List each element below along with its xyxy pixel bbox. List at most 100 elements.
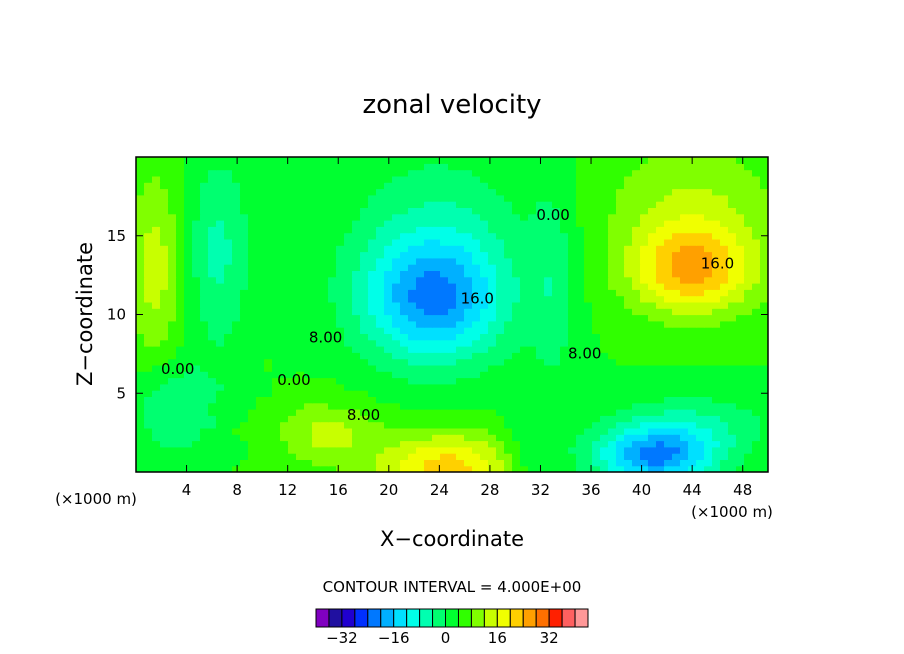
field-cell	[624, 201, 633, 208]
field-cell	[152, 232, 161, 240]
field-cell	[616, 207, 625, 215]
field-cell	[320, 175, 329, 183]
field-cell	[504, 446, 513, 454]
field-cell	[144, 352, 153, 360]
field-cell	[448, 434, 457, 442]
field-cell	[736, 453, 745, 460]
field-cell	[528, 346, 537, 353]
field-cell	[616, 415, 625, 423]
field-cell	[160, 257, 169, 265]
field-cell	[432, 194, 441, 202]
field-cell	[256, 465, 265, 472]
field-cell	[456, 251, 465, 259]
field-cell	[672, 301, 681, 309]
field-cell	[496, 409, 505, 416]
field-cell	[648, 283, 657, 290]
field-cell	[752, 434, 761, 442]
field-cell	[664, 421, 673, 429]
field-cell	[496, 188, 505, 196]
field-cell	[472, 339, 481, 347]
field-cell	[648, 459, 657, 467]
field-cell	[264, 415, 273, 423]
field-cell	[744, 295, 753, 303]
field-cell	[664, 194, 673, 202]
field-cell	[560, 453, 569, 460]
field-cell	[432, 251, 441, 259]
field-cell	[152, 257, 161, 265]
field-cell	[232, 175, 241, 183]
field-cell	[456, 427, 465, 435]
field-cell	[432, 434, 441, 442]
field-cell	[720, 415, 729, 423]
field-cell	[208, 232, 217, 240]
field-cell	[408, 257, 417, 265]
field-cell	[472, 402, 481, 410]
field-cell	[632, 207, 641, 215]
field-cell	[272, 434, 281, 442]
field-cell	[736, 270, 745, 278]
field-cell	[288, 346, 297, 353]
field-cell	[296, 169, 305, 177]
field-cell	[256, 390, 265, 397]
field-cell	[688, 364, 697, 372]
field-cell	[584, 295, 593, 303]
field-cell	[272, 207, 281, 215]
field-cell	[496, 232, 505, 240]
field-cell	[528, 276, 537, 284]
field-cell	[696, 409, 705, 416]
field-cell	[384, 453, 393, 460]
field-cell	[520, 421, 529, 429]
field-cell	[744, 402, 753, 410]
field-cell	[656, 446, 665, 454]
field-cell	[160, 453, 169, 460]
field-cell	[464, 232, 473, 240]
field-cell	[576, 358, 585, 366]
field-cell	[296, 175, 305, 183]
field-cell	[552, 207, 561, 215]
field-cell	[640, 251, 649, 259]
field-cell	[432, 289, 441, 297]
field-cell	[432, 453, 441, 460]
field-cell	[592, 339, 601, 347]
field-cell	[392, 251, 401, 259]
field-cell	[424, 427, 433, 435]
field-cell	[296, 157, 305, 164]
field-cell	[216, 371, 225, 379]
field-cell	[544, 188, 553, 196]
field-cell	[200, 169, 209, 177]
field-cell	[680, 264, 689, 271]
field-cell	[376, 421, 385, 429]
field-cell	[248, 314, 257, 322]
field-cell	[216, 283, 225, 290]
field-cell	[384, 383, 393, 391]
field-cell	[592, 157, 601, 164]
field-cell	[680, 346, 689, 353]
field-cell	[288, 232, 297, 240]
field-cell	[160, 207, 169, 215]
field-cell	[216, 434, 225, 442]
field-cell	[576, 308, 585, 316]
field-cell	[136, 427, 145, 435]
field-cell	[400, 207, 409, 215]
field-cell	[632, 352, 641, 360]
field-cell	[640, 276, 649, 284]
field-cell	[744, 289, 753, 297]
field-cell	[360, 257, 369, 265]
field-cell	[728, 308, 737, 316]
field-cell	[408, 453, 417, 460]
field-cell	[160, 169, 169, 177]
field-cell	[336, 157, 345, 164]
field-cell	[448, 226, 457, 234]
field-cell	[512, 402, 521, 410]
field-cell	[416, 301, 425, 309]
field-cell	[568, 270, 577, 278]
field-cell	[696, 295, 705, 303]
field-cell	[520, 352, 529, 360]
field-cell	[360, 264, 369, 271]
field-cell	[256, 440, 265, 448]
field-cell	[504, 453, 513, 460]
field-cell	[664, 377, 673, 385]
field-cell	[592, 333, 601, 341]
field-cell	[576, 289, 585, 297]
field-cell	[296, 245, 305, 253]
